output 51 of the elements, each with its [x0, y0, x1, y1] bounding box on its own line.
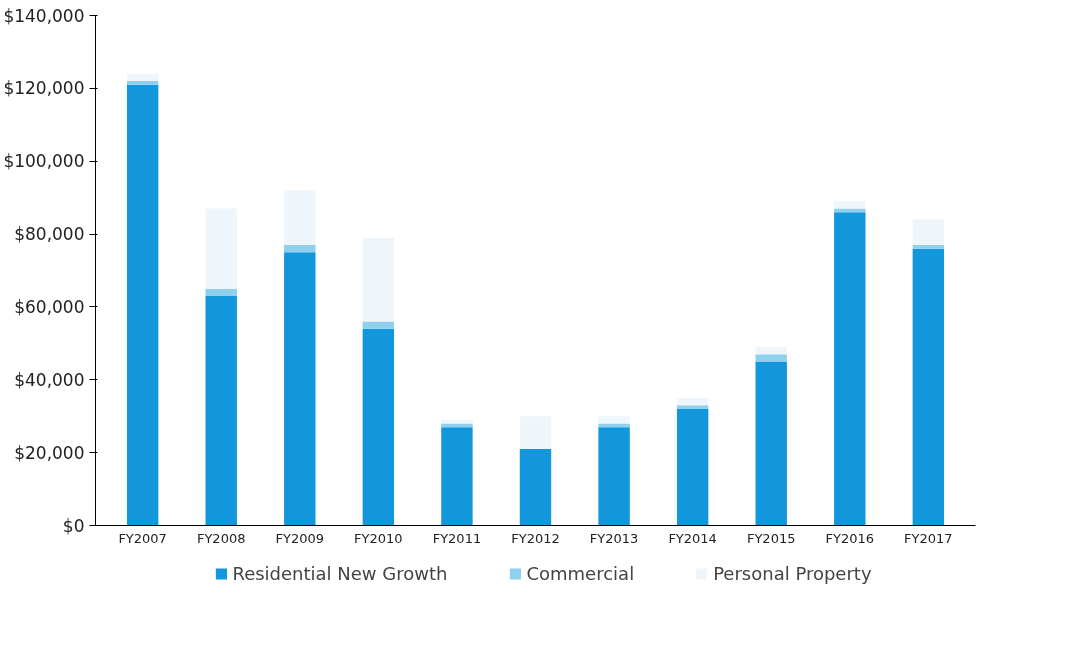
x-tick-label: FY2013: [589, 530, 639, 546]
bar: [755, 361, 787, 526]
legend-label: Personal Property: [713, 562, 872, 584]
bar: [284, 252, 316, 526]
y-tick-label: $60,000: [14, 296, 85, 317]
bar: [362, 328, 395, 526]
bar: [205, 208, 237, 289]
bar: [834, 212, 866, 526]
bar: [598, 427, 630, 526]
bar: [676, 398, 709, 406]
x-tick-label: FY2010: [354, 530, 403, 546]
bar: [676, 408, 709, 526]
y-tick-label: $0: [62, 515, 85, 536]
y-tick-label: $20,000: [14, 442, 85, 463]
bar: [362, 237, 395, 322]
bar: [126, 73, 159, 82]
y-tick-label: $100,000: [3, 151, 85, 172]
bar: [362, 321, 395, 329]
x-tick-label: FY2016: [825, 530, 875, 546]
bar: [755, 347, 787, 355]
y-tick-label: $80,000: [14, 224, 85, 245]
bar: [441, 427, 473, 526]
y-tick-label: $40,000: [14, 369, 85, 390]
bar: [284, 245, 316, 253]
bar: [834, 201, 866, 209]
bar: [205, 296, 237, 526]
bar: [912, 219, 945, 245]
legend-label: Commercial: [526, 562, 635, 584]
bar: [519, 416, 552, 449]
x-tick-label: FY2011: [432, 530, 482, 546]
x-tick-label: FY2014: [668, 530, 717, 546]
x-tick-label: FY2012: [511, 530, 560, 546]
x-tick-label: FY2007: [118, 530, 167, 546]
bar: [205, 288, 237, 296]
x-tick-label: FY2015: [746, 530, 796, 546]
x-tick-label: FY2017: [904, 530, 953, 546]
bar: [755, 354, 787, 362]
bar: [598, 416, 630, 424]
bar: [126, 81, 159, 85]
x-tick-label: FY2009: [275, 530, 325, 546]
x-tick-label: FY2008: [196, 530, 246, 546]
y-tick-label: $140,000: [3, 5, 85, 26]
bar: [676, 405, 709, 409]
bar: [912, 248, 945, 526]
bar: [284, 190, 316, 245]
bar: [519, 449, 552, 526]
bar: [126, 84, 159, 526]
legend-label: Residential New Growth: [232, 562, 448, 584]
bar: [912, 245, 945, 249]
y-tick-label: $120,000: [3, 78, 85, 99]
bar: [441, 419, 473, 424]
